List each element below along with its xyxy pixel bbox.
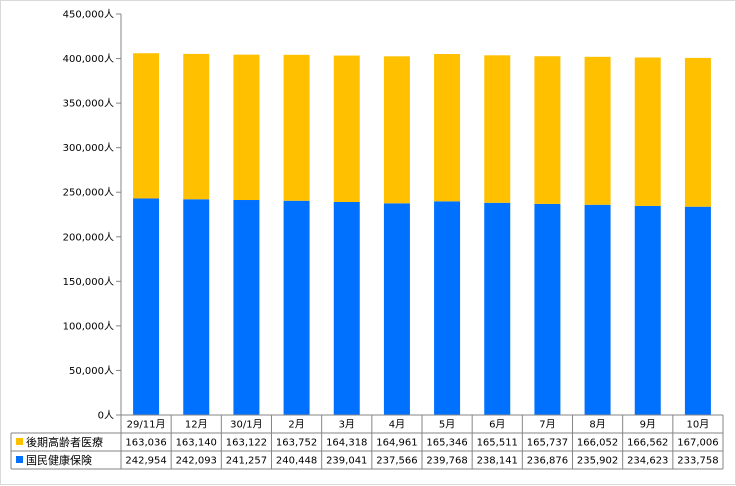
data-label: 163,140 — [176, 438, 217, 449]
y-tick-label: 350,000人 — [63, 98, 114, 110]
data-label: 164,318 — [326, 438, 367, 449]
y-tick-label: 50,000人 — [69, 365, 114, 377]
x-category-label: 7月 — [539, 419, 555, 431]
bar-kouki — [133, 53, 160, 199]
bar-kokumin — [333, 201, 360, 415]
bar-kokumin — [383, 203, 410, 415]
legend-swatch — [16, 456, 23, 463]
bar-kouki — [333, 55, 360, 202]
data-label: 163,122 — [226, 438, 267, 449]
data-label: 242,093 — [176, 456, 217, 467]
bar-kokumin — [684, 206, 711, 415]
bar-kokumin — [233, 200, 260, 415]
y-tick-label: 100,000人 — [63, 320, 114, 332]
data-label: 240,448 — [276, 456, 317, 467]
y-tick-label: 200,000人 — [63, 231, 114, 243]
bar-kouki — [684, 57, 711, 207]
data-label: 164,961 — [376, 438, 417, 449]
bar-kokumin — [283, 200, 310, 415]
bar-kokumin — [584, 204, 611, 415]
bar-kokumin — [484, 202, 511, 415]
data-label: 233,758 — [677, 456, 718, 467]
bar-kouki — [283, 54, 310, 201]
data-label: 167,006 — [677, 438, 718, 449]
data-label: 242,954 — [125, 456, 166, 467]
data-label: 237,566 — [376, 456, 417, 467]
bar-kouki — [534, 56, 561, 204]
data-label: 234,623 — [627, 456, 668, 467]
x-category-label: 29/11月 — [127, 419, 166, 431]
bar-kouki — [584, 56, 611, 205]
x-category-label: 10月 — [687, 419, 710, 431]
y-tick-label: 450,000人 — [63, 9, 114, 21]
data-label: 236,876 — [527, 456, 568, 467]
x-category-label: 8月 — [589, 419, 605, 431]
data-label: 166,052 — [577, 438, 618, 449]
bar-kokumin — [534, 203, 561, 415]
x-category-label: 30/1月 — [230, 419, 262, 431]
data-label: 165,511 — [477, 438, 518, 449]
x-category-label: 4月 — [389, 419, 405, 431]
y-tick-label: 400,000人 — [63, 53, 114, 65]
x-category-label: 5月 — [439, 419, 455, 431]
x-category-label: 2月 — [288, 419, 304, 431]
x-category-label: 3月 — [339, 419, 355, 431]
bar-kouki — [484, 55, 511, 203]
legend-swatch — [16, 438, 23, 445]
x-category-label: 12月 — [185, 419, 208, 431]
data-label: 239,041 — [326, 456, 367, 467]
bar-kouki — [434, 53, 461, 202]
bar-kokumin — [434, 201, 461, 415]
bar-kokumin — [133, 198, 160, 415]
y-tick-label: 150,000人 — [63, 276, 114, 288]
data-label: 239,768 — [426, 456, 467, 467]
x-category-label: 6月 — [489, 419, 505, 431]
bar-kouki — [183, 53, 210, 200]
data-label: 163,036 — [125, 438, 166, 449]
y-tick-label: 300,000人 — [63, 142, 114, 154]
bar-kouki — [233, 54, 260, 201]
legend-label: 後期高齢者医療 — [26, 435, 103, 449]
data-label: 165,737 — [527, 438, 568, 449]
y-tick-label: 250,000人 — [63, 187, 114, 199]
data-label: 235,902 — [577, 456, 618, 467]
bar-kouki — [383, 56, 410, 204]
legend-label: 国民健康保険 — [26, 453, 92, 467]
y-tick-label: 0人 — [98, 410, 114, 422]
data-label: 238,141 — [477, 456, 518, 467]
bar-kokumin — [634, 205, 661, 415]
bar-kouki — [634, 57, 661, 206]
data-label: 166,562 — [627, 438, 668, 449]
bar-kokumin — [183, 199, 210, 415]
data-label: 241,257 — [226, 456, 267, 467]
data-label: 165,346 — [426, 438, 467, 449]
x-category-label: 9月 — [640, 419, 656, 431]
data-label: 163,752 — [276, 438, 317, 449]
